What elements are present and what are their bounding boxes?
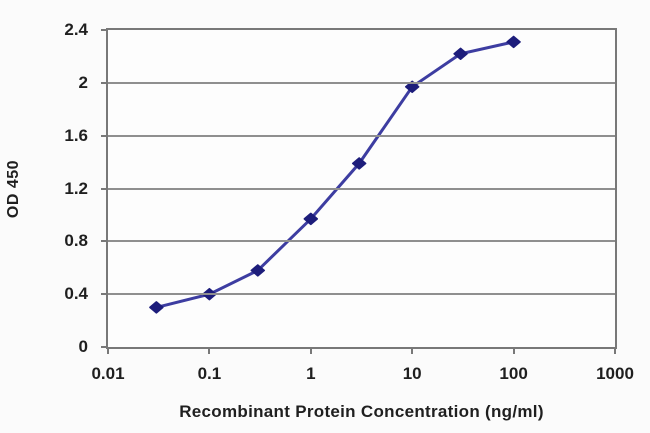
y-tick-mark xyxy=(101,81,106,84)
x-axis-title: Recombinant Protein Concentration (ng/ml… xyxy=(179,402,544,421)
x-tick-mark xyxy=(411,349,414,354)
x-tick-label: 100 xyxy=(499,364,528,383)
series-line-layer xyxy=(149,35,521,314)
y-tick-label: 0.4 xyxy=(64,284,88,304)
x-tick-mark xyxy=(614,349,616,354)
y-gridline xyxy=(108,187,615,190)
data-point-marker xyxy=(453,47,468,61)
y-tick-label: 0.8 xyxy=(64,231,88,251)
data-point-marker xyxy=(303,212,319,226)
y-tick-label: 2 xyxy=(78,72,88,92)
y-tick-mark xyxy=(101,134,106,137)
x-tick-mark xyxy=(107,349,109,354)
chart-plot-area xyxy=(106,28,617,349)
y-tick-mark xyxy=(101,29,106,31)
y-gridline xyxy=(108,293,615,296)
data-point-marker xyxy=(404,80,420,94)
y-gridline xyxy=(108,240,615,243)
y-tick-mark xyxy=(101,293,106,296)
y-tick-mark xyxy=(101,240,106,243)
x-tick-mark xyxy=(208,349,211,354)
data-point-marker xyxy=(250,264,266,277)
x-tick-mark xyxy=(512,349,515,354)
x-tick-label: 0.01 xyxy=(91,364,125,383)
data-point-marker xyxy=(351,157,367,170)
y-tick-label: 0 xyxy=(78,337,88,356)
y-tick-label: 2.4 xyxy=(64,20,88,39)
y-gridline xyxy=(108,134,615,137)
y-tick-label: 1.2 xyxy=(64,178,88,198)
x-tick-mark xyxy=(309,349,312,354)
x-tick-label: 0.1 xyxy=(197,364,222,383)
y-tick-mark xyxy=(101,346,106,348)
x-tick-label: 10 xyxy=(402,364,422,383)
x-tick-label: 1 xyxy=(306,364,316,383)
x-tick-label: 1000 xyxy=(596,364,634,383)
y-tick-mark xyxy=(101,187,106,190)
data-point-marker xyxy=(149,301,164,314)
y-tick-label: 1.6 xyxy=(64,125,88,145)
data-point-marker xyxy=(506,35,521,49)
y-gridline xyxy=(108,81,615,84)
series-line xyxy=(156,40,514,309)
